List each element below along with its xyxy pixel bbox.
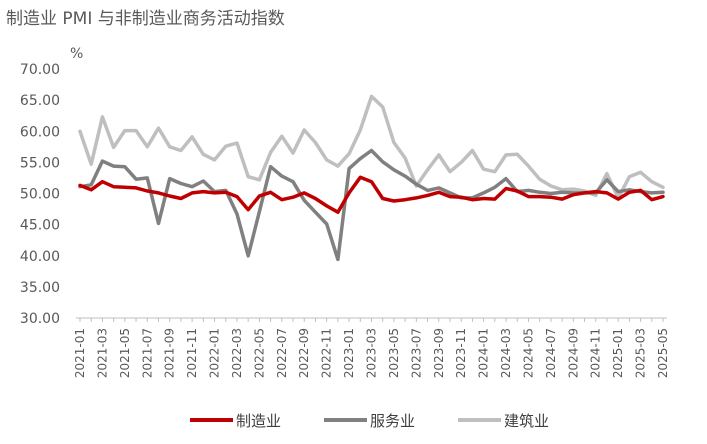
y-tick-label: 35.00 bbox=[20, 280, 60, 296]
x-tick-label: 2024-01 bbox=[477, 328, 491, 378]
series-group bbox=[78, 94, 665, 262]
x-tick-label: 2023-11 bbox=[454, 328, 468, 378]
legend: 制造业 服务业 建筑业 bbox=[190, 412, 549, 430]
y-tick-label: 60.00 bbox=[20, 124, 60, 140]
x-tick-label: 2023-01 bbox=[342, 328, 356, 378]
x-tick-label: 2021-07 bbox=[140, 328, 154, 378]
x-tick-label: 2023-09 bbox=[432, 328, 446, 378]
y-tick-label: 40.00 bbox=[20, 249, 60, 265]
y-tick-label: 65.00 bbox=[20, 93, 60, 109]
series-line-1 bbox=[78, 148, 665, 262]
x-tick-label: 2022-05 bbox=[252, 328, 266, 378]
x-tick-label: 2021-03 bbox=[95, 328, 109, 378]
legend-label: 建筑业 bbox=[504, 412, 549, 430]
x-tick-label: 2025-05 bbox=[656, 328, 670, 378]
x-tick-label: 2024-07 bbox=[544, 328, 558, 378]
x-axis-labels: 2021-01 2021-03 2021-05 2021-07 2021-09 2021-… bbox=[73, 328, 670, 378]
x-tick-label: 2023-05 bbox=[387, 328, 401, 378]
y-axis-unit: % bbox=[70, 46, 83, 62]
x-axis-ticks bbox=[79, 318, 664, 322]
x-tick-label: 2025-01 bbox=[611, 328, 625, 378]
chart-title: 制造业 PMI 与非制造业商务活动指数 bbox=[6, 9, 285, 29]
legend-label: 制造业 bbox=[236, 412, 281, 430]
y-tick-label: 50.00 bbox=[20, 187, 60, 203]
x-tick-label: 2024-03 bbox=[499, 328, 513, 378]
x-tick-label: 2022-03 bbox=[230, 328, 244, 378]
series-line-2 bbox=[78, 94, 665, 200]
x-tick-label: 2021-05 bbox=[118, 328, 132, 378]
y-tick-label: 45.00 bbox=[20, 218, 60, 234]
x-tick-label: 2022-01 bbox=[208, 328, 222, 378]
x-tick-label: 2025-03 bbox=[634, 328, 648, 378]
y-tick-label: 30.00 bbox=[20, 311, 60, 327]
x-tick-label: 2022-11 bbox=[320, 328, 334, 378]
series-line-0 bbox=[78, 175, 665, 214]
y-tick-label: 55.00 bbox=[20, 155, 60, 171]
x-tick-label: 2022-07 bbox=[275, 328, 289, 378]
x-tick-label: 2023-07 bbox=[409, 328, 423, 378]
y-axis: 30.00 35.00 40.00 45.00 50.00 55.00 60.00 65.00… bbox=[20, 62, 60, 327]
x-tick-label: 2024-11 bbox=[589, 328, 603, 378]
x-tick-label: 2024-05 bbox=[521, 328, 535, 378]
x-tick-label: 2023-03 bbox=[365, 328, 379, 378]
y-tick-label: 70.00 bbox=[20, 62, 60, 78]
x-tick-label: 2024-09 bbox=[566, 328, 580, 378]
x-tick-label: 2021-09 bbox=[163, 328, 177, 378]
x-tick-label: 2022-09 bbox=[297, 328, 311, 378]
x-tick-label: 2021-11 bbox=[185, 328, 199, 378]
x-tick-label: 2021-01 bbox=[73, 328, 87, 378]
legend-label: 服务业 bbox=[370, 412, 415, 430]
